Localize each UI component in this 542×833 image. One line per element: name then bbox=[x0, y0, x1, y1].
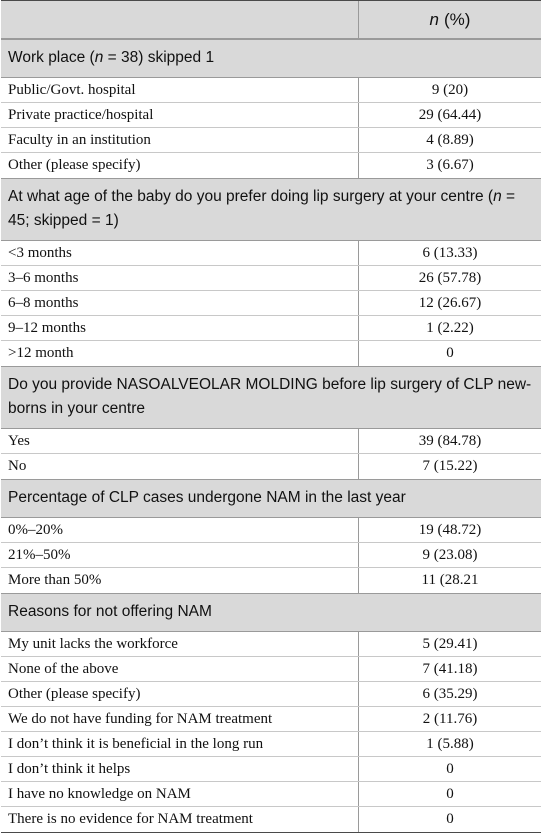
row-value: 0 bbox=[358, 757, 541, 781]
table-row: I don’t think it is beneficial in the lo… bbox=[1, 732, 541, 757]
row-label: Public/Govt. hospital bbox=[8, 82, 136, 98]
row-value: 29 (64.44) bbox=[358, 103, 541, 127]
table-row: My unit lacks the workforce 5 (29.41) bbox=[1, 632, 541, 657]
section-rows-surgery-age: <3 months 6 (13.33) 3–6 months 26 (57.78) … bbox=[1, 241, 541, 366]
row-value: 2 (11.76) bbox=[358, 707, 541, 731]
table-header-row: n (%) bbox=[1, 1, 541, 39]
table-row: >12 month 0 bbox=[1, 341, 541, 366]
row-value: 5 (29.41) bbox=[358, 632, 541, 656]
row-value: 0 bbox=[358, 341, 541, 366]
row-value: 0 bbox=[358, 807, 541, 832]
row-value: 19 (48.72) bbox=[358, 518, 541, 542]
row-value: 4 (8.89) bbox=[358, 128, 541, 152]
table-row: Private practice/hospital 29 (64.44) bbox=[1, 103, 541, 128]
section-header-workplace: Work place (n = 38) skipped 1 bbox=[1, 39, 541, 78]
row-value: 3 (6.67) bbox=[358, 153, 541, 178]
row-label: 3–6 months bbox=[8, 270, 79, 286]
row-value: 9 (23.08) bbox=[358, 543, 541, 567]
table-row: 6–8 months 12 (26.67) bbox=[1, 291, 541, 316]
row-label: No bbox=[8, 458, 27, 474]
table-row: I don’t think it helps 0 bbox=[1, 757, 541, 782]
table-row: I have no knowledge on NAM 0 bbox=[1, 782, 541, 807]
row-label: There is no evidence for NAM treatment bbox=[8, 811, 253, 827]
row-label: More than 50% bbox=[8, 572, 102, 588]
row-value: 1 (5.88) bbox=[358, 732, 541, 756]
table-row: Faculty in an institution 4 (8.89) bbox=[1, 128, 541, 153]
section-rows-nam-percentage: 0%–20% 19 (48.72) 21%–50% 9 (23.08) More t… bbox=[1, 518, 541, 593]
table-row: 21%–50% 9 (23.08) bbox=[1, 543, 541, 568]
table-row: More than 50% 11 (28.21 bbox=[1, 568, 541, 593]
row-value: 0 bbox=[358, 782, 541, 806]
table-row: None of the above 7 (41.18) bbox=[1, 657, 541, 682]
header-n-percent-cell: n (%) bbox=[358, 1, 541, 38]
table-row: Yes 39 (84.78) bbox=[1, 429, 541, 454]
row-label: 9–12 months bbox=[8, 320, 86, 336]
row-label: I have no knowledge on NAM bbox=[8, 786, 191, 802]
row-value: 6 (35.29) bbox=[358, 682, 541, 706]
row-value: 39 (84.78) bbox=[358, 429, 541, 453]
row-label: I don’t think it helps bbox=[8, 761, 131, 777]
section-header-nam-reasons: Reasons for not offering NAM bbox=[1, 593, 541, 632]
table-row: 3–6 months 26 (57.78) bbox=[1, 266, 541, 291]
row-label: None of the above bbox=[8, 661, 119, 677]
table-row: There is no evidence for NAM treatment 0 bbox=[1, 807, 541, 832]
row-value: 7 (15.22) bbox=[358, 454, 541, 479]
row-value: 7 (41.18) bbox=[358, 657, 541, 681]
row-value: 9 (20) bbox=[358, 78, 541, 102]
header-pct-label: (%) bbox=[444, 9, 471, 29]
row-label: 0%–20% bbox=[8, 522, 63, 538]
table-row: 9–12 months 1 (2.22) bbox=[1, 316, 541, 341]
row-label: >12 month bbox=[8, 345, 74, 361]
row-label: Private practice/hospital bbox=[8, 107, 154, 123]
table-row: 0%–20% 19 (48.72) bbox=[1, 518, 541, 543]
row-value: 11 (28.21 bbox=[358, 568, 541, 593]
table-row: <3 months 6 (13.33) bbox=[1, 241, 541, 266]
row-label: My unit lacks the workforce bbox=[8, 636, 178, 652]
row-label: Other (please specify) bbox=[8, 686, 141, 702]
row-label: We do not have funding for NAM treatment bbox=[8, 711, 273, 727]
row-value: 1 (2.22) bbox=[358, 316, 541, 340]
row-label: Other (please specify) bbox=[8, 157, 141, 173]
header-blank-cell bbox=[1, 1, 358, 38]
section-rows-nam-reasons: My unit lacks the workforce 5 (29.41) Non… bbox=[1, 632, 541, 832]
table-row: Other (please specify) 3 (6.67) bbox=[1, 153, 541, 178]
table-row: Other (please specify) 6 (35.29) bbox=[1, 682, 541, 707]
row-label: I don’t think it is beneficial in the lo… bbox=[8, 736, 264, 752]
table-row: Public/Govt. hospital 9 (20) bbox=[1, 78, 541, 103]
section-rows-workplace: Public/Govt. hospital 9 (20) Private prac… bbox=[1, 78, 541, 178]
row-value: 12 (26.67) bbox=[358, 291, 541, 315]
row-value: 6 (13.33) bbox=[358, 241, 541, 265]
row-label: Yes bbox=[8, 433, 30, 449]
row-label: 21%–50% bbox=[8, 547, 71, 563]
row-label: <3 months bbox=[8, 245, 72, 261]
header-n-label: n bbox=[429, 9, 439, 29]
row-label: 6–8 months bbox=[8, 295, 79, 311]
section-rows-nam-provided: Yes 39 (84.78) No 7 (15.22) bbox=[1, 429, 541, 479]
section-header-nam-percentage: Percentage of CLP cases undergone NAM in… bbox=[1, 479, 541, 518]
table-row: No 7 (15.22) bbox=[1, 454, 541, 479]
section-header-surgery-age: At what age of the baby do you prefer do… bbox=[1, 178, 541, 241]
row-value: 26 (57.78) bbox=[358, 266, 541, 290]
section-header-nam-provided: Do you provide NASOALVEOLAR MOLDING befo… bbox=[1, 366, 541, 429]
row-label: Faculty in an institution bbox=[8, 132, 151, 148]
table-row: We do not have funding for NAM treatment… bbox=[1, 707, 541, 732]
